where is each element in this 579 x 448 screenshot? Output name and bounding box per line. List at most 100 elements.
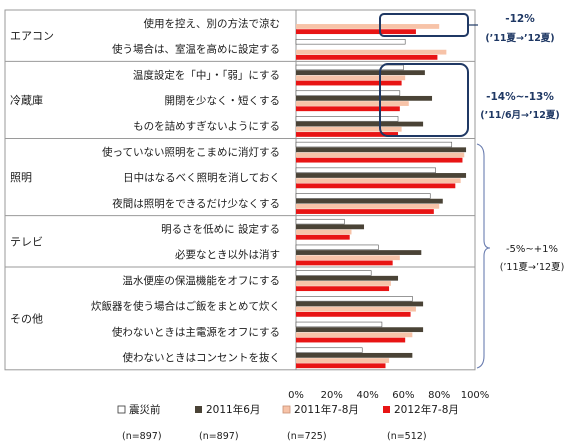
bar (295, 270, 372, 276)
group-label: 照明 (10, 171, 32, 184)
bar (295, 141, 453, 148)
category-label: ものを詰めすぎないようにする (133, 120, 280, 133)
legend-swatch (383, 406, 390, 413)
category-label: 使わないときは主電源をオフにする (112, 325, 280, 338)
bar (296, 250, 422, 255)
bar (295, 296, 413, 302)
bar (296, 203, 440, 209)
annotation-text: (’11/6月→’12夏) (480, 110, 559, 121)
bar (296, 101, 409, 106)
x-tick-label: 60% (392, 390, 414, 401)
group-label: エアコン (10, 30, 54, 43)
bars (295, 24, 467, 369)
category-label: 使わないときはコンセントを抜く (123, 351, 281, 364)
bar (296, 363, 386, 369)
category-label: 炊飯器を使う場合はご飯をまとめて炊く (91, 300, 280, 313)
bar (296, 29, 416, 35)
bar (295, 321, 383, 328)
bar (295, 90, 401, 96)
bar (295, 167, 436, 173)
annotation-text: -14%~-13% (486, 91, 554, 103)
annotation-text: (’11夏→’12夏) (485, 33, 554, 44)
bar (296, 255, 400, 261)
bar (296, 80, 402, 86)
category-label: 使う場合は、室温を高めに設定する (112, 43, 280, 56)
bar (296, 147, 467, 153)
annotation-box (379, 63, 469, 137)
bar (296, 157, 463, 163)
bar (295, 244, 379, 251)
category-label: 必要なとき以外は消す (175, 248, 280, 261)
bar (296, 224, 365, 230)
bar (296, 121, 424, 127)
bar (296, 209, 434, 214)
x-tick-label: 80% (428, 390, 450, 401)
group-label: その他 (10, 312, 43, 325)
legend-n: (n=897) (199, 431, 239, 442)
bar (296, 352, 413, 358)
bar (296, 229, 352, 235)
bar (296, 95, 433, 101)
bar (296, 198, 443, 204)
x-tick-label: 20% (321, 390, 343, 401)
bar (296, 281, 391, 286)
legend-swatch (282, 405, 291, 414)
bar (296, 106, 400, 112)
category-label: 温水便座の保温機能をオフにする (122, 274, 280, 287)
annotation-text: -5%~+1% (506, 244, 558, 255)
legend-swatch (195, 406, 202, 413)
bar (296, 337, 406, 343)
category-label: 夜間は照明をできるだけ少なくする (112, 197, 280, 210)
legend: 震災前 (n=897) 2011年6月 (n=897) 2011年7-8月 (n=725)… (117, 403, 459, 442)
category-label: 開閉を少なく・短くする (165, 94, 281, 107)
bar (296, 70, 425, 76)
legend-label: 震災前 (129, 403, 161, 416)
annotation-bracket (476, 143, 491, 369)
category-label: 日中はなるべく照明を消しておく (123, 171, 280, 184)
annotation-text: (’11夏→’12夏) (500, 262, 565, 273)
bar (296, 260, 393, 266)
plot-border (4, 9, 476, 371)
legend-swatch (117, 405, 126, 414)
bar (296, 173, 467, 178)
bar (295, 193, 431, 199)
bar (296, 275, 399, 281)
bar (296, 75, 406, 81)
bar (296, 126, 402, 132)
bar (296, 306, 416, 312)
bar (296, 301, 424, 307)
bar (296, 358, 390, 363)
group-label: 冷蔵庫 (10, 93, 43, 107)
bar (295, 347, 363, 353)
x-tick-label: 0% (288, 390, 304, 401)
bar (296, 178, 461, 184)
group-label: テレビ (10, 235, 43, 248)
legend-n: (n=725) (287, 431, 327, 442)
bar (296, 286, 390, 292)
x-tick-label: 100% (461, 390, 490, 401)
category-label: 使っていない照明をこまめに消灯する (102, 145, 280, 158)
x-tick-label: 40% (356, 390, 378, 401)
bar (296, 152, 465, 158)
bar (295, 116, 399, 122)
bar (296, 311, 411, 317)
category-labels: 使用を控え、別の方法で涼む使う場合は、室温を高めに設定する温度設定を「中」・「弱… (91, 17, 280, 364)
legend-label: 2011年6月 (206, 403, 260, 416)
category-label: 明るさを低めに 設定する (161, 222, 280, 235)
bar (296, 24, 440, 29)
bar (295, 64, 404, 71)
bar (296, 54, 438, 60)
bar (296, 332, 413, 338)
category-label: 温度設定を「中」・「弱」にする (133, 68, 280, 81)
annotation-text: -12% (505, 13, 535, 25)
legend-n: (n=897) (122, 431, 162, 442)
legend-label: 2011年7-8月 (294, 403, 359, 416)
legend-label: 2012年7-8月 (394, 403, 459, 416)
bar (296, 183, 456, 189)
legend-n: (n=512) (387, 431, 427, 442)
bar (296, 49, 447, 55)
annotations: -12% (’11夏→’12夏) -14%~-13% (’11/6月→’12夏) -5%… (379, 13, 565, 369)
bar (295, 39, 406, 45)
